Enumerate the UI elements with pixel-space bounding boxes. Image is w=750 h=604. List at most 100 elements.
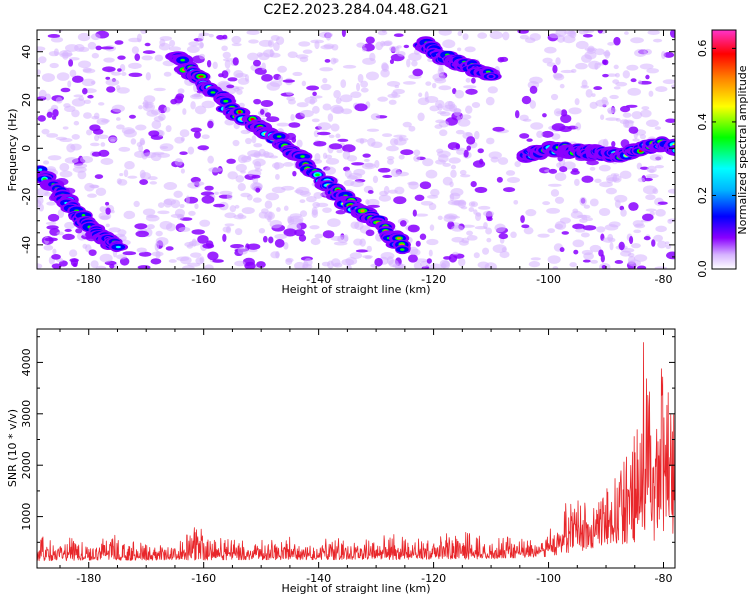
spectrogram-noise-cell — [620, 105, 631, 113]
spectrogram-noise-cell — [419, 181, 432, 190]
spectrogram-noise-cell — [655, 86, 668, 93]
spectrogram-noise-cell — [393, 33, 404, 38]
spectrogram-noise-cell — [412, 209, 417, 217]
spectrogram-noise-cell — [553, 108, 562, 117]
spectrogram-noise-cell — [37, 115, 46, 122]
spectrogram-noise-cell — [312, 91, 317, 97]
spectrogram-noise-cell — [78, 60, 92, 69]
snr-x-tick-label: -120 — [421, 572, 446, 585]
spectrogram-noise-cell — [128, 62, 142, 69]
spectrogram-noise-cell — [572, 208, 579, 214]
spectrogram-noise-cell — [123, 169, 129, 178]
spectrogram-noise-cell — [381, 133, 393, 137]
spectrogram-noise-cell — [571, 68, 577, 74]
snr-x-ticks: -180 -160 -140 -120 -100 -80 — [59, 329, 672, 585]
spectrogram-noise-cell — [95, 265, 107, 269]
spectrogram-noise-cell — [350, 180, 364, 188]
spectrogram-noise-cell — [50, 36, 64, 43]
spectrogram-noise-cell — [82, 87, 88, 95]
spectrogram-noise-cell — [625, 104, 638, 108]
spectrogram-noise-cell — [449, 193, 455, 202]
spectrogram-noise-cell — [87, 41, 97, 50]
spectrogram-noise-cell — [667, 188, 675, 194]
spectrogram-noise-cell — [439, 129, 448, 137]
spectrogram-noise-cell — [222, 226, 231, 233]
spectrogram-noise-cell — [601, 265, 607, 269]
spectrogram-noise-cell — [335, 133, 341, 139]
spectrogram-noise-cell — [606, 73, 617, 77]
spectrogram-noise-cell — [265, 192, 280, 201]
spectrogram-noise-cell — [341, 108, 353, 115]
spectrogram-noise-cell — [251, 135, 257, 144]
spectrogram-noise-cell — [499, 250, 510, 259]
spectrogram-noise-cell — [271, 186, 286, 194]
spectrogram-noise-cell — [170, 213, 185, 218]
spectrogram-noise-cell — [486, 237, 492, 243]
spectrogram-noise-cell — [528, 261, 541, 268]
spectrogram-noise-cell — [377, 30, 388, 36]
spectrogram-noise-cell — [366, 198, 380, 207]
spectrogram-noise-cell — [413, 155, 421, 162]
spectrogram-noise-cell — [631, 111, 643, 120]
spectrogram-noise-cell — [248, 39, 259, 44]
spectrogram-noise-cell — [521, 95, 532, 105]
spectrogram-streak-cell — [38, 168, 43, 171]
spectrogram-noise-cell — [325, 154, 333, 159]
spectrogram-noise-cell — [255, 187, 261, 193]
spectrogram-noise-cell — [59, 170, 73, 178]
spectrogram-noise-cell — [407, 254, 418, 263]
spectrogram-noise-cell — [185, 195, 190, 205]
spectrogram-noise-cell — [604, 224, 619, 231]
spectrogram-noise-cell — [51, 254, 61, 260]
spectrogram-noise-cell — [158, 113, 166, 121]
spectrogram-noise-cell — [548, 183, 562, 187]
spectrogram-noise-cell — [262, 49, 275, 58]
spectrogram-noise-cell — [428, 249, 433, 257]
spectrogram-noise-cell — [466, 145, 472, 151]
spectrogram-noise-cell — [37, 263, 43, 269]
spectrogram-noise-cell — [41, 73, 56, 82]
spectrogram-noise-cell — [317, 122, 332, 131]
spectrogram-noise-cell — [269, 219, 283, 229]
spectrogram-noise-cell — [437, 110, 447, 115]
spectrogram-noise-cell — [482, 247, 490, 255]
spectrogram-noise-cell — [628, 202, 639, 211]
spectrogram-noise-cell — [474, 225, 488, 230]
snr-y-ticks: 1000 2000 3000 4000 — [20, 336, 675, 543]
spectrogram-streak-cell — [115, 245, 121, 249]
spectrogram-noise-cell — [78, 96, 85, 101]
spectrogram-x-ticks: -180 -160 -140 -120 -100 -80 — [59, 30, 672, 286]
spectrogram-noise-cell — [221, 45, 228, 52]
spectrogram-noise-cell — [554, 223, 564, 230]
spectrogram-noise-cell — [282, 79, 296, 83]
spectrogram-noise-cell — [619, 170, 632, 180]
spectrogram-noise-cell — [207, 251, 219, 261]
spectrogram-noise-cell — [353, 238, 363, 246]
spectrogram-noise-cell — [438, 30, 452, 36]
spectrogram-noise-cell — [310, 237, 321, 246]
spectrogram-noise-cell — [136, 247, 147, 253]
spectrogram-noise-cell — [244, 261, 256, 269]
spectrogram-noise-cell — [213, 203, 225, 208]
spectrogram-noise-cell — [298, 41, 311, 47]
spectrogram-noise-cell — [43, 160, 50, 165]
spectrogram-noise-cell — [86, 129, 93, 136]
spectrogram-noise-cell — [447, 101, 454, 107]
spectrogram-noise-cell — [105, 76, 111, 80]
spectrogram-noise-cell — [57, 208, 65, 218]
spectrogram-noise-cell — [578, 30, 589, 35]
colorbar-tick-label: 0.6 — [696, 40, 709, 58]
spectrogram-x-tick-label: -140 — [306, 273, 331, 286]
spectrogram-noise-cell — [649, 154, 664, 161]
spectrogram-noise-cell — [133, 200, 140, 208]
spectrogram-noise-cell — [98, 149, 110, 157]
spectrogram-noise-cell — [622, 112, 632, 118]
spectrogram-noise-cell — [387, 93, 401, 99]
spectrogram-noise-cell — [506, 177, 521, 183]
spectrogram-noise-cell — [607, 107, 617, 114]
spectrogram-noise-cell — [252, 158, 266, 167]
spectrogram-noise-cell — [428, 203, 437, 211]
spectrogram-noise-cell — [457, 31, 463, 37]
spectrogram-noise-cell — [179, 203, 185, 209]
spectrogram-noise-cell — [94, 174, 104, 179]
